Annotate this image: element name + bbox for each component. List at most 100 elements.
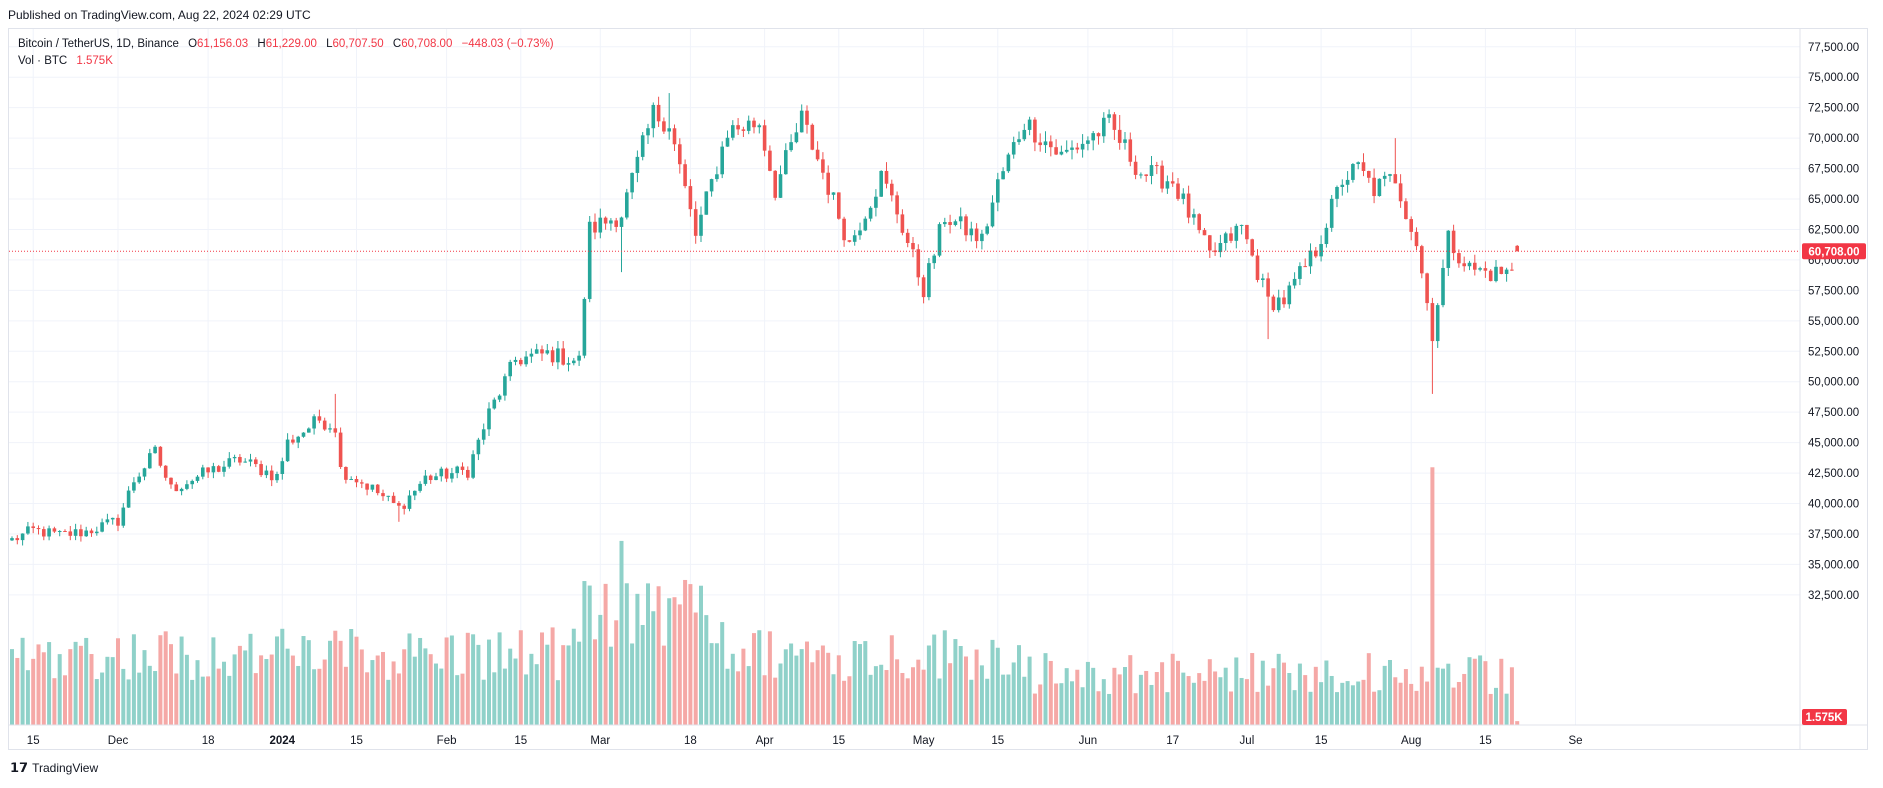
candle-body <box>874 196 878 208</box>
candle-body <box>603 217 608 224</box>
volume-bar <box>1292 690 1297 725</box>
candle-body <box>821 159 825 173</box>
price-tick-label: 77,500.00 <box>1808 42 1859 54</box>
candle <box>211 462 216 479</box>
candle-body <box>57 531 62 533</box>
volume-bar <box>253 673 258 725</box>
candle-body <box>837 192 841 219</box>
volume-bar <box>116 638 120 725</box>
volume-bar <box>635 593 640 725</box>
time-tick-label: Se <box>1568 735 1582 747</box>
candle-body <box>868 207 873 219</box>
candle <box>1064 140 1069 154</box>
volume-bar <box>518 630 523 725</box>
candle <box>402 503 406 515</box>
volume-bar <box>1059 683 1064 725</box>
candle-body <box>142 468 147 477</box>
candle <box>1218 234 1223 258</box>
candle-body <box>31 526 35 529</box>
open-label: O <box>188 38 198 50</box>
candle <box>338 427 343 469</box>
volume-bar <box>492 672 497 725</box>
candle <box>556 340 560 370</box>
candle-body <box>264 470 269 476</box>
volume-bar <box>147 665 152 725</box>
candle <box>1239 224 1244 235</box>
candle-body <box>232 456 237 459</box>
volume-bar <box>815 650 820 725</box>
candle <box>275 471 279 483</box>
volume-bar <box>847 676 852 725</box>
volume-bar <box>895 659 900 725</box>
volume-bar <box>513 658 518 725</box>
candle <box>1128 132 1133 167</box>
volume-bar <box>1064 668 1069 725</box>
candle-body <box>89 530 94 534</box>
candle <box>715 166 719 182</box>
volume-bar <box>508 648 513 725</box>
candle <box>1398 174 1403 208</box>
time-tick-label: Jul <box>1240 735 1255 747</box>
candle <box>625 188 629 220</box>
candle-body <box>243 461 247 463</box>
volume-bar <box>306 640 311 725</box>
volume-bar <box>137 672 142 725</box>
volume-bar <box>566 645 571 725</box>
candle-body <box>635 156 640 173</box>
candle <box>15 535 20 545</box>
candle <box>243 458 247 463</box>
candle-body <box>497 395 502 400</box>
chart-pane[interactable] <box>8 28 1868 750</box>
volume-bar <box>1504 693 1509 725</box>
volume-bar <box>502 668 507 725</box>
candle <box>1022 123 1027 142</box>
candle <box>1165 175 1170 194</box>
volume-bar <box>1308 691 1313 725</box>
price-tick-label: 40,000.00 <box>1808 499 1859 511</box>
volume-bar <box>1107 693 1112 725</box>
candle <box>1435 303 1440 348</box>
candle <box>879 170 883 197</box>
volume-bar <box>1515 721 1520 725</box>
volume-bar <box>1260 660 1265 725</box>
footer-brand[interactable]: 𝟭𝟳 TradingView <box>10 760 98 776</box>
volume-bar <box>1017 645 1021 725</box>
volume-bar <box>333 630 338 725</box>
candle <box>1467 260 1472 271</box>
candle <box>1367 170 1371 183</box>
candle <box>434 472 438 481</box>
volume-bar <box>428 654 433 725</box>
candle-body <box>1117 129 1122 143</box>
volume-bar <box>31 658 36 725</box>
candle-body <box>852 235 857 242</box>
candle <box>1351 163 1355 183</box>
candle-body <box>222 466 226 472</box>
candle-body <box>20 533 25 541</box>
candle-body <box>1494 266 1498 282</box>
candle-body <box>619 217 624 227</box>
candle-body <box>529 353 534 357</box>
candle-body <box>1409 219 1413 232</box>
candle <box>1377 178 1382 197</box>
candle-body <box>153 446 157 454</box>
volume-bar <box>879 664 884 725</box>
candle <box>503 373 507 401</box>
candle-body <box>1160 165 1164 189</box>
candle <box>948 214 952 234</box>
time-tick-label: 15 <box>1479 735 1492 747</box>
candle <box>132 477 136 494</box>
volume-bar <box>1223 667 1228 725</box>
candle <box>1001 167 1005 180</box>
candle-body <box>1038 142 1042 146</box>
candle <box>492 397 497 410</box>
candle <box>656 96 661 127</box>
close-label: C <box>392 38 402 50</box>
candle <box>1059 145 1064 156</box>
time-tick-label: May <box>913 735 935 747</box>
candle <box>1091 130 1095 151</box>
candle <box>1139 172 1143 179</box>
candle-body <box>1488 270 1493 282</box>
volume-bar <box>391 661 396 725</box>
candle-body <box>42 529 46 537</box>
